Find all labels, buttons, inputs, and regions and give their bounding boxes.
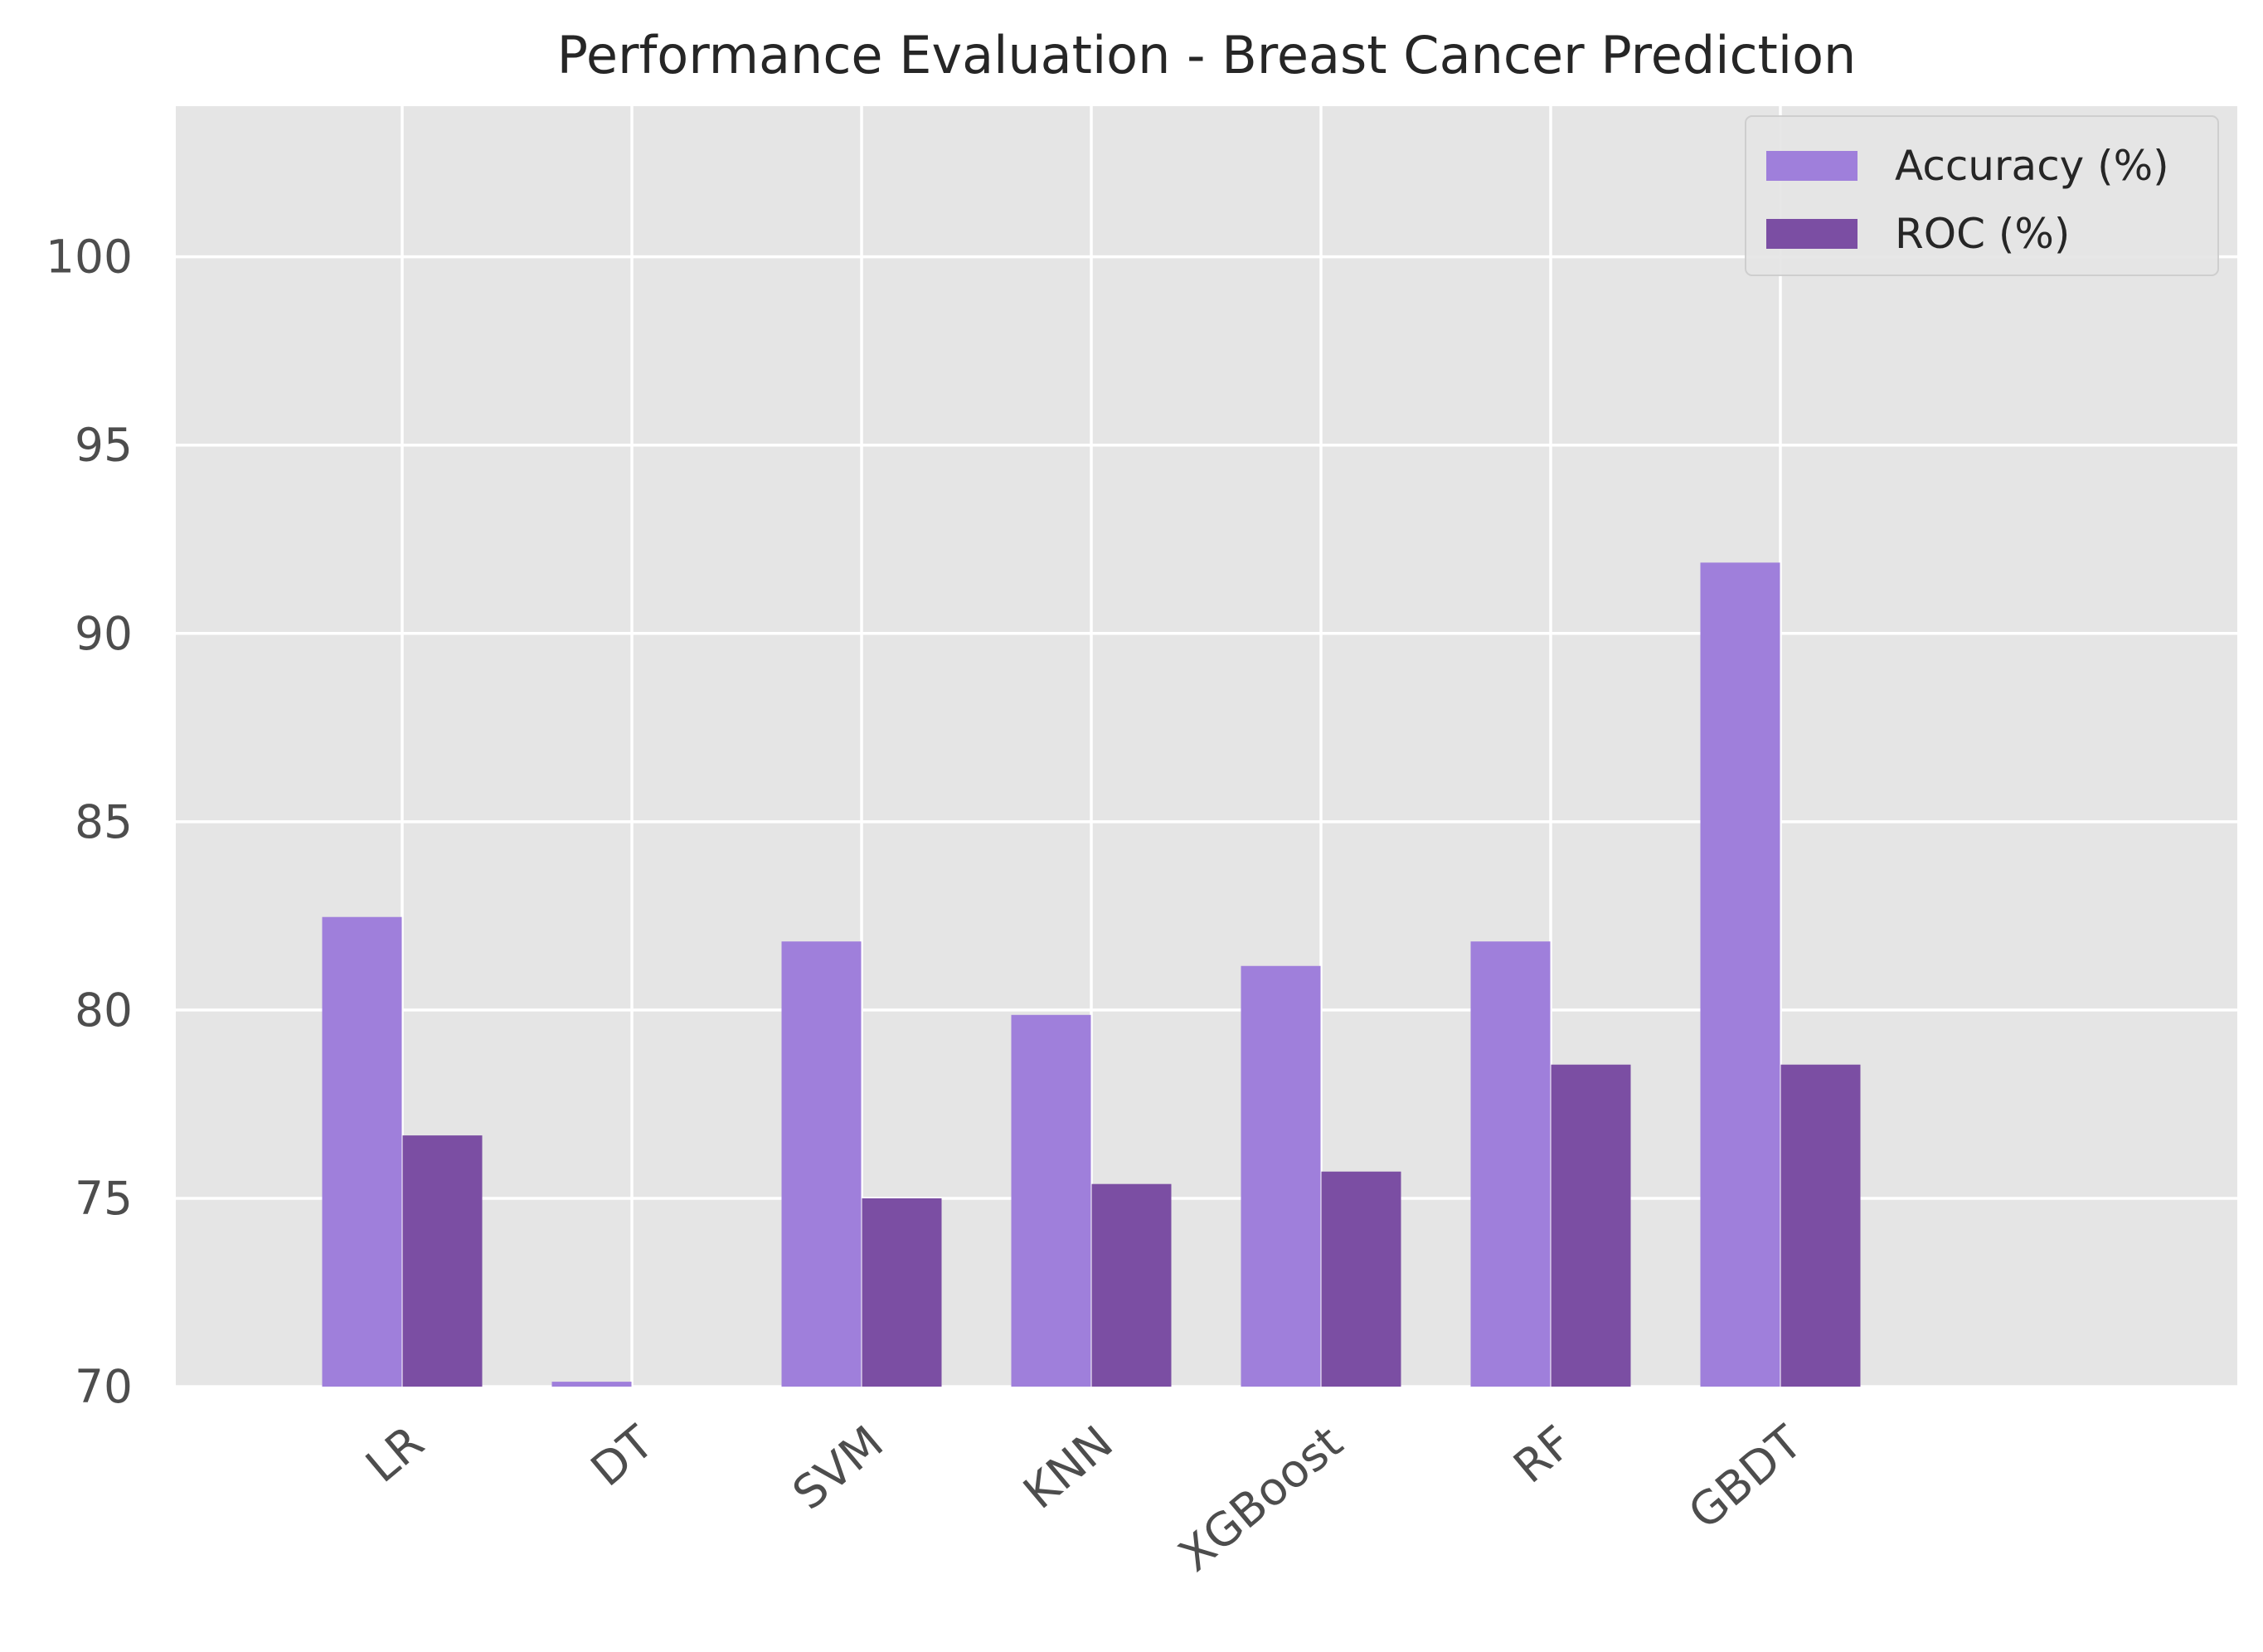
bar-svm-accuracy bbox=[781, 941, 862, 1387]
y-tick-label: 80 bbox=[75, 984, 133, 1037]
x-tick-label: RF bbox=[1503, 1416, 1582, 1494]
x-tick-label: KNN bbox=[1013, 1416, 1123, 1519]
chart-title: Performance Evaluation - Breast Cancer P… bbox=[557, 25, 1857, 85]
x-tick-label: SVM bbox=[783, 1416, 893, 1520]
bar-rf-roc bbox=[1551, 1064, 1631, 1387]
bar-lr-accuracy bbox=[322, 916, 402, 1387]
legend-label: ROC (%) bbox=[1895, 210, 2070, 258]
y-tick-label: 85 bbox=[75, 795, 133, 848]
legend-swatch bbox=[1766, 219, 1858, 249]
x-tick-label: XGBoost bbox=[1168, 1416, 1352, 1582]
bar-xgboost-accuracy bbox=[1241, 965, 1321, 1387]
x-tick-label: LR bbox=[356, 1416, 434, 1493]
bar-rf-accuracy bbox=[1470, 941, 1551, 1387]
plot-background bbox=[176, 106, 2237, 1387]
y-tick-label: 100 bbox=[46, 231, 133, 284]
bar-svm-roc bbox=[862, 1198, 942, 1387]
y-tick-label: 95 bbox=[75, 419, 133, 472]
plot-area: 70 75 80 85 90 95 100 LR DT SVM KNN XGBoost RF GBDT bbox=[46, 106, 2237, 1582]
bar-knn-accuracy bbox=[1011, 1014, 1091, 1387]
x-tick-label: DT bbox=[581, 1415, 664, 1496]
y-tick-label: 90 bbox=[75, 607, 133, 660]
y-tick-label: 70 bbox=[75, 1360, 133, 1413]
bar-gbdt-roc bbox=[1780, 1064, 1861, 1387]
x-tick-label: GBDT bbox=[1678, 1415, 1812, 1539]
bar-lr-roc bbox=[402, 1135, 483, 1387]
legend-box bbox=[1745, 115, 2219, 276]
legend-swatch bbox=[1766, 151, 1858, 181]
legend: Accuracy (%) ROC (%) bbox=[1745, 115, 2219, 276]
legend-label: Accuracy (%) bbox=[1895, 142, 2169, 190]
bar-gbdt-accuracy bbox=[1700, 562, 1780, 1387]
bar-dt-accuracy bbox=[551, 1382, 632, 1387]
bar-knn-roc bbox=[1091, 1183, 1172, 1387]
bar-xgboost-roc bbox=[1321, 1171, 1401, 1387]
y-tick-label: 75 bbox=[75, 1172, 133, 1225]
